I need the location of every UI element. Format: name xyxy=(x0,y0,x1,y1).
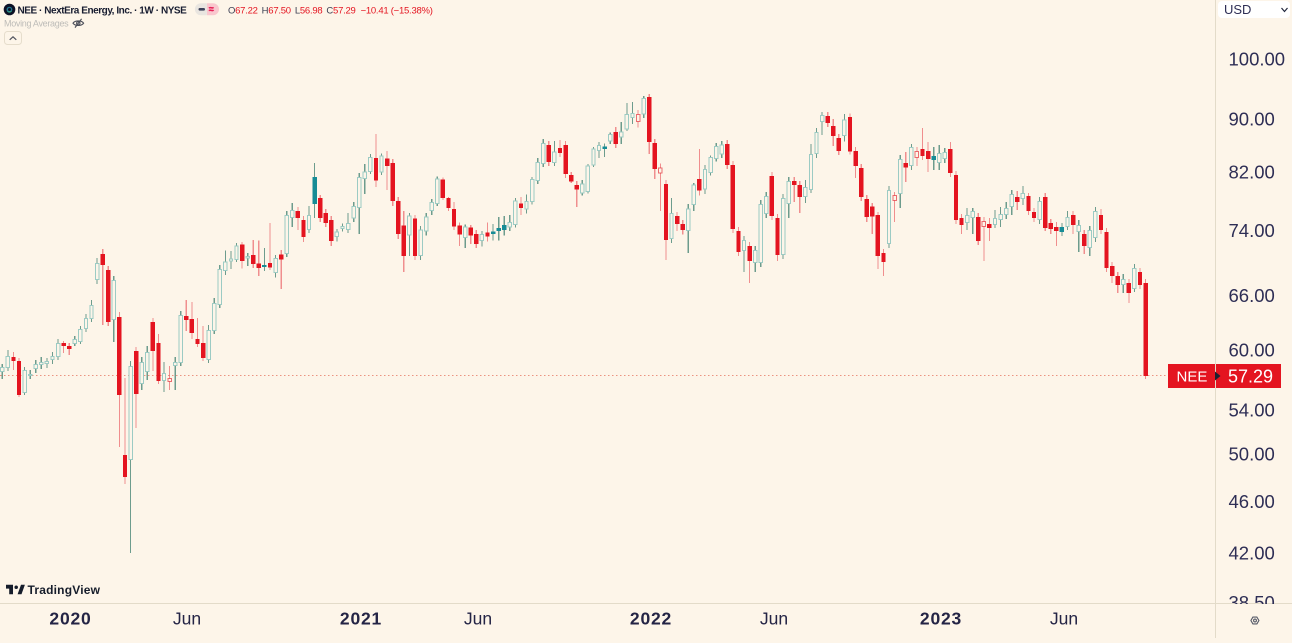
svg-text:66.00: 66.00 xyxy=(1229,285,1275,306)
svg-text:90.00: 90.00 xyxy=(1229,109,1275,130)
svg-text:NEE: NEE xyxy=(1177,369,1208,386)
svg-text:Moving Averages: Moving Averages xyxy=(4,19,69,29)
svg-text:100.00: 100.00 xyxy=(1229,49,1286,70)
svg-text:Jun: Jun xyxy=(464,609,492,629)
svg-text:2022: 2022 xyxy=(630,609,672,629)
svg-text:NEE · NextEra Energy, Inc. · 1: NEE · NextEra Energy, Inc. · 1W · NYSE xyxy=(18,5,188,16)
svg-text:USD: USD xyxy=(1224,2,1251,17)
svg-text:Jun: Jun xyxy=(760,609,788,629)
svg-text:Jun: Jun xyxy=(173,609,201,629)
svg-text:82.00: 82.00 xyxy=(1229,162,1275,183)
svg-text:74.00: 74.00 xyxy=(1229,220,1275,241)
svg-text:57.29: 57.29 xyxy=(1228,367,1273,387)
svg-text:2020: 2020 xyxy=(49,609,91,629)
svg-text:46.00: 46.00 xyxy=(1229,491,1275,512)
svg-text:2023: 2023 xyxy=(920,609,962,629)
svg-text:Jun: Jun xyxy=(1050,609,1078,629)
svg-text:TradingView: TradingView xyxy=(28,583,101,597)
svg-text:54.00: 54.00 xyxy=(1229,400,1275,421)
svg-text:60.00: 60.00 xyxy=(1229,340,1275,361)
svg-text:42.00: 42.00 xyxy=(1229,543,1275,564)
svg-text:2021: 2021 xyxy=(340,609,382,629)
svg-text:50.00: 50.00 xyxy=(1229,443,1275,464)
